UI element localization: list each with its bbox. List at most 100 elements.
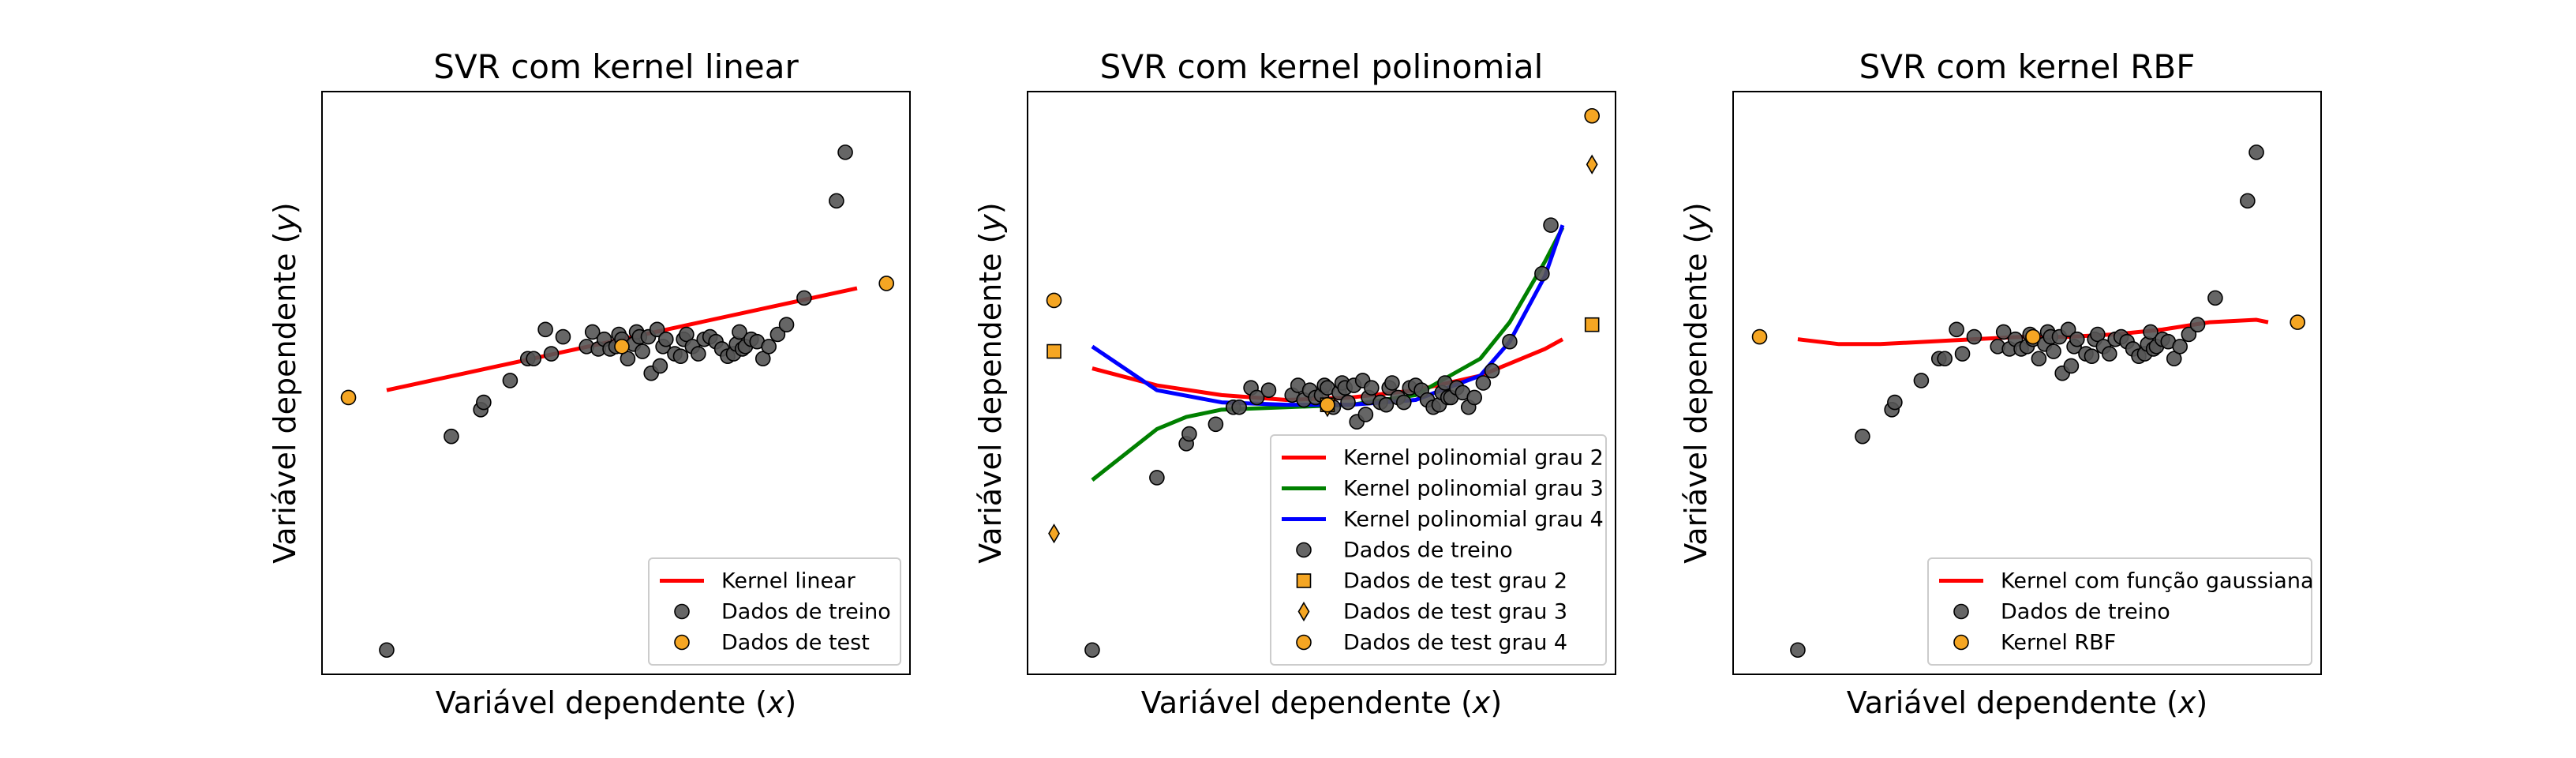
data-point: [1995, 324, 2012, 340]
data-point: [555, 328, 571, 345]
data-point: [652, 358, 668, 374]
y-axis-label-prefix: Variável dependente (: [268, 232, 302, 564]
legend-label: Kernel linear: [721, 569, 856, 594]
data-point: [672, 348, 689, 364]
legend-box: [648, 557, 901, 666]
data-point: [649, 321, 665, 338]
legend-label: Dados de test grau 4: [1343, 631, 1567, 655]
legend-box: [1270, 434, 1607, 666]
data-point: [690, 346, 706, 362]
legend-label: Kernel polinomial grau 2: [1343, 446, 1604, 471]
plot-frame: [1027, 91, 1616, 675]
data-point: [1396, 394, 1412, 411]
data-point: [1954, 346, 1971, 362]
data-point: [1855, 428, 1870, 445]
y-axis-label-prefix: Variável dependente (: [973, 232, 1008, 564]
data-point: [1378, 396, 1395, 413]
data-point: [1046, 292, 1062, 309]
data-point: [2060, 321, 2076, 338]
legend: Kernel linear Dados de treino Dados de tes…: [648, 557, 901, 666]
data-point: [620, 351, 636, 367]
data-point: [2143, 324, 2159, 340]
x-axis-label: Variável dependente (x): [1141, 685, 1502, 720]
legend-label: Dados de test grau 3: [1343, 600, 1567, 625]
data-point: [2102, 346, 2117, 362]
data-point: [2189, 317, 2206, 333]
legend-swatch-marker: [1297, 601, 1310, 622]
data-point: [679, 326, 695, 343]
legend-label: Kernel polinomial grau 3: [1343, 477, 1604, 501]
y-axis-label: Variável dependente (y): [268, 202, 302, 563]
data-point: [2090, 326, 2106, 343]
x-axis-label-suffix: ): [1490, 685, 1502, 720]
data-point: [2240, 193, 2256, 209]
data-point: [1586, 154, 1598, 174]
data-point: [2069, 331, 2085, 347]
data-point: [2031, 351, 2047, 367]
data-point: [2248, 144, 2264, 160]
data-point: [2172, 339, 2188, 355]
data-point: [502, 373, 519, 388]
data-point: [543, 346, 560, 362]
data-point: [878, 276, 894, 291]
y-axis-label-variable: y: [973, 214, 1008, 233]
legend-label: Dados de test grau 2: [1343, 569, 1567, 594]
y-axis-label: Variável dependente (y): [1679, 202, 1713, 563]
data-point: [1048, 523, 1060, 544]
data-point: [1208, 416, 1224, 433]
data-point: [2084, 348, 2100, 364]
data-point: [732, 324, 747, 340]
data-point: [2063, 358, 2080, 374]
data-point: [1937, 351, 1953, 367]
data-point: [476, 394, 492, 411]
data-point: [1751, 328, 1768, 345]
y-axis-label: Variável dependente (y): [973, 202, 1008, 563]
data-point: [444, 428, 459, 445]
data-point: [584, 324, 601, 340]
legend-swatch-marker: [1296, 542, 1312, 558]
legend-swatch-marker: [674, 603, 690, 620]
data-point: [1466, 389, 1482, 406]
series-points-3: [1751, 314, 2305, 345]
x-axis-label-variable: x: [1472, 685, 1491, 720]
data-point: [1260, 382, 1277, 399]
data-point: [2025, 328, 2041, 345]
data-point: [526, 351, 542, 367]
x-axis-label: Variável dependente (x): [1847, 685, 2207, 720]
x-axis-label-prefix: Variável dependente (: [436, 685, 767, 720]
data-point: [1913, 373, 1930, 388]
data-point: [1543, 217, 1559, 233]
chart-panel-1: SVR com kernel linear Variável dependente…: [268, 47, 911, 720]
data-point: [2166, 351, 2182, 367]
x-axis-label: Variável dependente (x): [436, 685, 796, 720]
data-point: [1149, 470, 1165, 486]
series-points-4: [1084, 217, 1559, 659]
legend-swatch-marker: [1296, 573, 1312, 588]
data-point: [2207, 290, 2223, 306]
data-point: [1364, 380, 1380, 396]
data-point: [1046, 343, 1061, 359]
data-point: [769, 326, 786, 343]
legend: Kernel com função gaussiana Dados de trei…: [1927, 557, 2314, 666]
x-axis-label-prefix: Variável dependente (: [1847, 685, 2178, 720]
legend-label: Dados de treino: [721, 600, 891, 625]
data-point: [2046, 343, 2061, 359]
data-point: [1949, 321, 1964, 338]
y-axis-label-variable: y: [268, 214, 302, 233]
legend-label: Kernel polinomial grau 4: [1343, 508, 1604, 532]
data-point: [1966, 328, 1983, 345]
data-point: [1384, 375, 1400, 391]
data-point: [1534, 265, 1550, 282]
plot-frame: [321, 91, 911, 675]
data-point: [1475, 375, 1492, 391]
data-point: [1320, 396, 1335, 413]
data-point: [1484, 362, 1500, 379]
data-point: [1249, 389, 1265, 406]
y-axis-label-variable: y: [1679, 214, 1713, 233]
legend-label: Dados de treino: [2001, 600, 2170, 625]
data-point: [754, 351, 771, 367]
data-point: [379, 642, 395, 659]
data-point: [1084, 642, 1100, 659]
data-point: [837, 144, 853, 160]
x-axis-label-prefix: Variável dependente (: [1141, 685, 1473, 720]
